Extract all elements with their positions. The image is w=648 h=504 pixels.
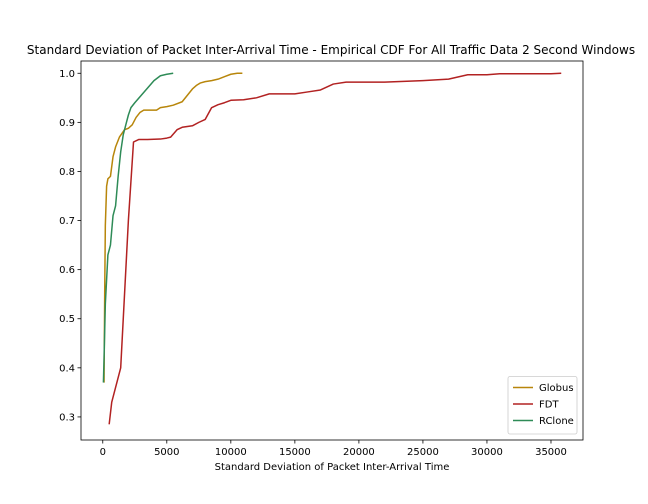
legend-box <box>507 376 578 435</box>
legend-label-rclone: RClone <box>539 416 574 427</box>
y-tick-label: 0.9 <box>59 118 75 129</box>
y-tick-label: 0.5 <box>59 314 75 325</box>
y-tick-label: 1.0 <box>59 69 75 80</box>
series-group <box>102 72 562 425</box>
legend-label-fdt: FDT <box>539 400 559 411</box>
series-line-rclone <box>102 72 174 383</box>
legend: Globus FDT RClone <box>507 376 578 435</box>
legend-label-globus: Globus <box>539 383 574 394</box>
x-tick-label: 30000 <box>471 447 503 458</box>
x-tick-label: 10000 <box>215 447 247 458</box>
x-tick-label: 0 <box>100 447 106 458</box>
x-axis-title: Standard Deviation of Packet Inter-Arriv… <box>215 462 450 473</box>
y-tick-label: 0.8 <box>59 167 75 178</box>
x-tick-label: 25000 <box>407 447 439 458</box>
x-tick-label: 35000 <box>535 447 567 458</box>
axes-frame <box>80 60 584 441</box>
chart-title: Standard Deviation of Packet Inter-Arriv… <box>27 43 635 57</box>
x-axis: 0 5000 10000 15000 20000 25000 30000 35000 <box>100 440 567 458</box>
series-line-fdt <box>108 72 562 425</box>
y-tick-label: 0.3 <box>59 412 75 423</box>
x-tick-label: 5000 <box>154 447 179 458</box>
y-tick-label: 0.6 <box>59 265 75 276</box>
series-line-globus <box>103 72 243 383</box>
y-axis: 0.3 0.4 0.5 0.6 0.7 0.8 0.9 1.0 <box>59 69 81 423</box>
y-tick-label: 0.7 <box>59 216 75 227</box>
y-tick-label: 0.4 <box>59 363 75 374</box>
x-tick-label: 20000 <box>343 447 375 458</box>
x-tick-label: 15000 <box>279 447 311 458</box>
